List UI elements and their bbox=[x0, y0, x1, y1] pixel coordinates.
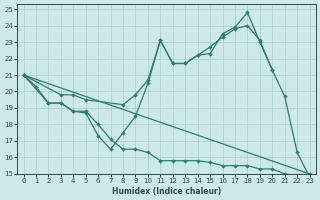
X-axis label: Humidex (Indice chaleur): Humidex (Indice chaleur) bbox=[112, 187, 221, 196]
